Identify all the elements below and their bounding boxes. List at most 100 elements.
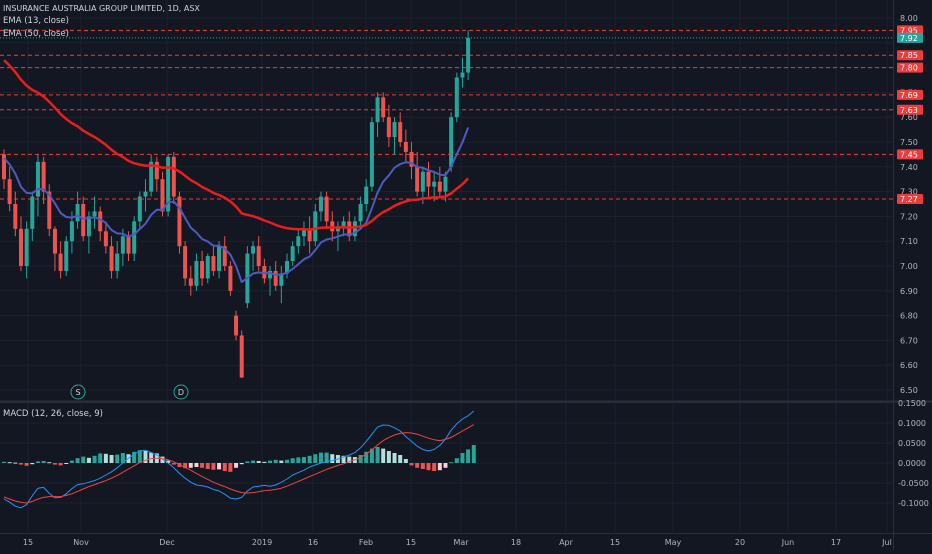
candle-body: [58, 253, 63, 271]
macd-histogram-bar: [217, 463, 222, 470]
macd-histogram-bar: [98, 453, 103, 463]
macd-histogram-bar: [35, 461, 40, 463]
level-tag: [897, 89, 923, 100]
macd-histogram-bar: [443, 463, 448, 468]
macd-legend[interactable]: MACD (12, 26, close, 9): [3, 409, 103, 419]
macd-histogram-bar: [13, 462, 18, 464]
candle-body: [341, 221, 346, 227]
price-tick-label: 7.60: [900, 113, 918, 122]
candle-body: [86, 216, 91, 237]
current-price-tag: [897, 32, 923, 43]
macd-histogram-bar: [386, 451, 391, 463]
ema-slow-legend[interactable]: EMA (50, close): [3, 29, 69, 39]
macd-histogram-bar: [47, 462, 52, 464]
macd-histogram-bar: [137, 450, 142, 463]
candle-body: [132, 221, 137, 254]
macd-histogram-bar: [64, 463, 69, 464]
price-level-lines: [0, 29, 893, 200]
symbol-title[interactable]: INSURANCE AUSTRALIA GROUP LIMITED, 1D, A…: [3, 4, 200, 13]
candle-body: [98, 211, 103, 232]
candle-body: [335, 226, 340, 232]
candle-body: [386, 117, 391, 138]
macd-histogram-bar: [75, 458, 80, 463]
time-tick-label: 2019: [252, 538, 272, 547]
candle-body: [358, 204, 363, 222]
macd-histogram-bar: [132, 451, 137, 463]
price-tick-label: 7.10: [900, 237, 918, 246]
macd-histogram-bar: [318, 452, 323, 463]
candle-body: [375, 97, 380, 123]
macd-tick-label: 0.1500: [898, 399, 926, 408]
candle-body: [120, 236, 125, 254]
candle-body: [24, 228, 29, 266]
macd-histogram-bar: [109, 455, 114, 463]
candle-body: [109, 246, 114, 271]
time-tick-label: Mar: [453, 538, 469, 547]
price-tick-label: 7.30: [900, 188, 918, 197]
macd-histogram-bar: [313, 454, 318, 463]
candle-body: [369, 122, 374, 187]
level-tag-label: 7.69: [900, 91, 918, 100]
candle-body: [409, 151, 414, 167]
price-tick-label: 6.50: [900, 386, 918, 395]
macd-histogram-bar: [200, 463, 205, 468]
event-marker-circle: [70, 384, 86, 400]
macd-histogram-bar: [86, 457, 91, 463]
macd-tick-label: 0.0000: [898, 459, 926, 468]
macd-histogram-bar: [409, 463, 414, 466]
candle-body: [154, 161, 159, 180]
candle-body: [392, 122, 397, 138]
macd-histogram-bar: [7, 462, 12, 464]
candle-body: [449, 117, 454, 167]
candle-body: [352, 221, 357, 237]
macd-histogram-bar: [228, 463, 233, 472]
candle-body: [228, 266, 233, 291]
candle-body: [217, 246, 222, 271]
time-tick-label: Jul: [881, 538, 892, 547]
macd-histogram-bar: [341, 455, 346, 463]
ema-lines: [3, 59, 470, 284]
time-tick-label: 15: [406, 538, 416, 547]
candle-body: [251, 246, 256, 254]
macd-histogram-bar: [296, 457, 301, 463]
macd-histogram-bar: [2, 461, 6, 463]
candle-body: [7, 179, 12, 204]
candle-body: [307, 228, 312, 242]
candle-body: [234, 315, 239, 336]
time-tick-label: 16: [308, 538, 318, 547]
candle-body: [103, 231, 108, 247]
macd-histogram-bar: [285, 459, 289, 463]
ema-fast-legend[interactable]: EMA (13, close): [3, 16, 69, 26]
time-tick-label: Apr: [559, 538, 574, 547]
candle-body: [52, 228, 57, 254]
macd-histogram-bar: [166, 460, 171, 463]
candle-body: [437, 181, 442, 192]
macd-histogram-bar: [251, 460, 256, 463]
macd-histogram-bar: [41, 461, 46, 463]
candle-body: [296, 236, 301, 247]
time-tick-label: 18: [511, 538, 521, 547]
macd-pane: [2, 410, 476, 509]
candle-body: [188, 278, 193, 286]
candle-body: [2, 154, 6, 180]
macd-histogram-bar: [432, 463, 437, 471]
candle-body: [30, 196, 35, 229]
macd-tick-label: -0.1000: [898, 499, 929, 508]
price-tick-label: 6.80: [900, 312, 918, 321]
macd-histogram-bar: [245, 461, 250, 463]
candle-body: [81, 204, 86, 237]
candle-body: [69, 221, 74, 242]
candle-body: [200, 261, 205, 279]
candle-body: [301, 228, 306, 237]
macd-histogram-bar: [268, 460, 273, 463]
level-tag-label: 7.95: [900, 26, 918, 35]
candle-body: [149, 161, 154, 192]
level-tag: [897, 62, 923, 73]
macd-line: [3, 410, 475, 509]
macd-histogram-bar: [369, 448, 374, 463]
candle-body: [318, 196, 323, 212]
candle-body: [460, 72, 465, 78]
event-marker-label: S: [75, 388, 80, 397]
